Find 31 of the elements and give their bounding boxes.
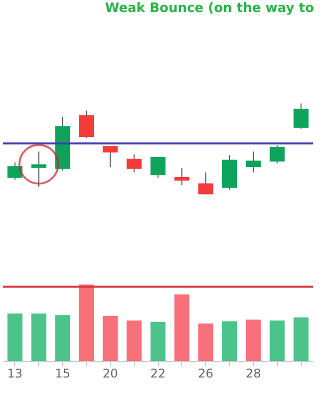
- candlestick: [150, 156, 166, 178]
- candlestick: [126, 154, 142, 173]
- bar: [270, 320, 285, 361]
- candlestick: [31, 151, 46, 188]
- text: Weak Bounce (on the way to: [104, 1, 314, 16]
- candlestick: [294, 102, 309, 130]
- bar: [294, 317, 309, 361]
- x-tick-label: 15: [54, 366, 70, 380]
- bar: [102, 316, 118, 361]
- candlestick: [174, 167, 190, 186]
- x-tick-label: 26: [198, 366, 214, 380]
- bar: [150, 322, 166, 361]
- bar: [174, 294, 190, 361]
- x-tick-label: 28: [246, 366, 262, 380]
- x-tick-label: 13: [7, 366, 23, 380]
- bar: [246, 320, 261, 361]
- candlestick: [270, 144, 285, 164]
- bar: [7, 314, 22, 361]
- x-tick-label: 22: [150, 366, 166, 380]
- candlestick: [102, 146, 118, 168]
- bar: [31, 314, 46, 361]
- bar: [78, 284, 94, 361]
- candlestick: [198, 172, 214, 195]
- bar: [198, 324, 214, 361]
- candlestick: [78, 110, 94, 138]
- bar: [222, 321, 238, 361]
- x-tick-label: 20: [102, 366, 118, 380]
- bar: [55, 315, 70, 361]
- candlestick: [7, 162, 22, 180]
- bar: [126, 320, 142, 361]
- candlestick: [246, 151, 261, 173]
